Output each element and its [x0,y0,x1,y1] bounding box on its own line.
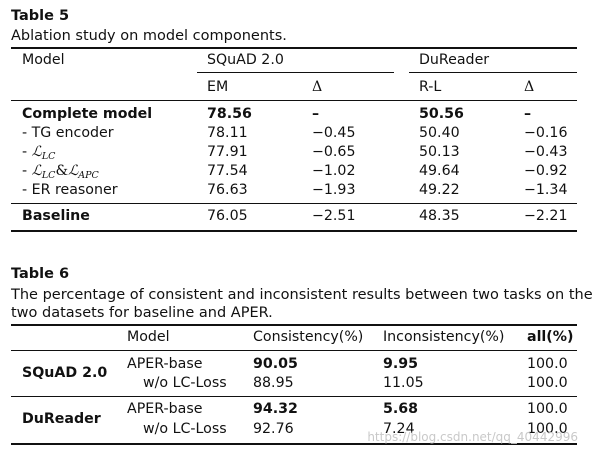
table5-header-delta1: Δ [312,79,323,95]
table5-label: Table 5 [11,8,70,24]
table5-baseline-rl: 48.35 [419,208,460,224]
table5-header-rule [11,100,577,101]
table5-row-delta2: −0.16 [524,125,568,141]
table6-row-inconsistency: 5.68 [383,401,419,417]
table5-baseline-delta2: −2.21 [524,208,568,224]
table5-row-rl: 50.40 [419,125,460,141]
loss-symbol: ℒ [31,144,42,160]
table5-row-em: 78.56 [207,106,252,122]
table6-row-consistency: 94.32 [253,401,298,417]
table6-row-consistency: 90.05 [253,356,298,372]
watermark: https://blog.csdn.net/qq_40442996 [367,430,578,444]
table6-dataset-label: SQuAD 2.0 [22,365,108,381]
table5-header-model: Model [22,52,65,68]
table5-header-dureader: DuReader [419,52,490,68]
table6-caption-line2: two datasets for baseline and APER. [11,305,273,321]
table6-mid-rule [11,396,577,397]
table5-header-squad: SQuAD 2.0 [207,52,284,68]
table6-dataset-label: DuReader [22,411,101,427]
table6-header-consistency: Consistency(%) [253,329,364,345]
loss-subscript: LC [41,151,56,162]
loss-symbol: ℒ [31,163,42,179]
table5-top-rule [11,47,577,49]
loss-symbol: ℒ [68,163,79,179]
table5-row-em: 77.54 [207,163,248,179]
table5-row-delta1: −0.65 [312,144,356,160]
ampersand: & [55,163,69,179]
table5-baseline-name: Baseline [22,208,90,224]
table6-bottom-rule [11,443,577,445]
row-prefix: - [22,163,32,179]
table6-row-all: 100.0 [527,356,568,372]
loss-subscript: LC [41,170,56,181]
table6-header-inconsistency: Inconsistency(%) [383,329,505,345]
row-prefix: - [22,144,32,160]
table5-row-delta2: −0.43 [524,144,568,160]
table6-header-rule [11,350,577,351]
table5-row-name: - TG encoder [22,125,114,141]
table5-row-name: Complete model [22,106,153,122]
table6-row-consistency: 92.76 [253,421,294,437]
table5-mid-rule [11,203,577,204]
loss-subscript: APC [78,170,99,181]
table6-row-inconsistency: 11.05 [383,375,424,391]
table5-row-rl: 50.56 [419,106,464,122]
table6-row-all: 100.0 [527,401,568,417]
table5-row-name: - ER reasoner [22,182,118,198]
table5-caption: Ablation study on model components. [11,28,287,44]
table6-row-inconsistency: 7.24 [383,421,415,437]
table5-row-name: - ℒLC [22,144,55,162]
table5-group2-rule [409,72,577,73]
table6-caption-line1: The percentage of consistent and inconsi… [11,287,593,303]
table5-row-rl: 49.64 [419,163,460,179]
table6-label: Table 6 [11,266,70,282]
table6-row-model: APER-base [127,356,203,372]
table5-row-delta1: −1.93 [312,182,356,198]
table5-row-em: 77.91 [207,144,248,160]
table5-baseline-delta1: −2.51 [312,208,356,224]
table5-header-rl: R-L [419,79,442,95]
table5-row-delta1: −1.02 [312,163,356,179]
table5-row-em: 78.11 [207,125,248,141]
table6-row-all: 100.0 [527,421,568,437]
table5-row-rl: 49.22 [419,182,460,198]
table5-baseline-em: 76.05 [207,208,248,224]
table6-header-model: Model [127,329,170,345]
table5-bottom-rule [11,230,577,232]
table6-row-model: w/o LC-Loss [143,375,227,391]
table5-header-em: EM [207,79,229,95]
table6-top-rule [11,324,577,326]
table5-row-delta2: −1.34 [524,182,568,198]
table5-row-rl: 50.13 [419,144,460,160]
table5-group1-rule [197,72,394,73]
table6-header-all: all(%) [527,329,574,345]
table5-row-delta1: – [312,106,320,122]
table5-row-em: 76.63 [207,182,248,198]
table6-row-model: APER-base [127,401,203,417]
table6-row-consistency: 88.95 [253,375,294,391]
table6-row-model: w/o LC-Loss [143,421,227,437]
table5-row-delta2: −0.92 [524,163,568,179]
table5-header-delta2: Δ [524,79,535,95]
table6-row-inconsistency: 9.95 [383,356,419,372]
table5-row-name: - ℒLC&ℒAPC [22,163,99,181]
table5-row-delta1: −0.45 [312,125,356,141]
table6-row-all: 100.0 [527,375,568,391]
table5-row-delta2: – [524,106,532,122]
